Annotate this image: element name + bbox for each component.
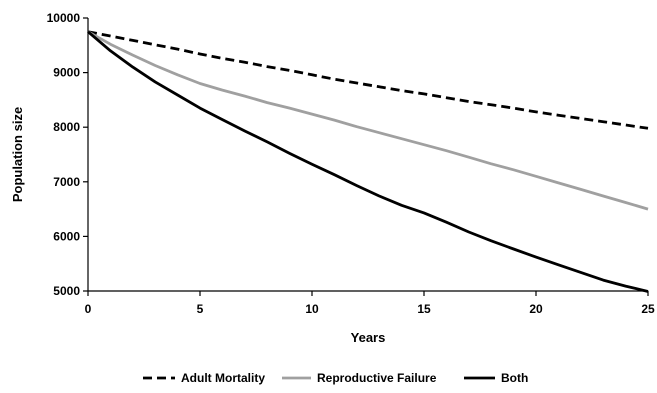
- y-tick-label: 5000: [53, 284, 80, 298]
- x-tick-label: 0: [85, 302, 92, 316]
- y-tick-label: 6000: [53, 229, 80, 243]
- x-axis-title: Years: [351, 330, 386, 345]
- series-line-adult-mortality: [87, 30, 649, 130]
- x-tick-label: 10: [305, 302, 319, 316]
- ticks: 5000 6000 7000 8000 9000 10000 0 5 10 15 20 25: [47, 11, 655, 316]
- legend-label-both: Both: [501, 371, 528, 385]
- x-tick-label: 5: [197, 302, 204, 316]
- y-tick-label: 8000: [53, 120, 80, 134]
- series-layer: [87, 30, 649, 293]
- y-tick-label: 7000: [53, 175, 80, 189]
- series-line-both: [87, 30, 649, 293]
- legend: Adult Mortality Reproductive Failure Both: [143, 371, 528, 385]
- legend-label-reproductive-failure: Reproductive Failure: [317, 371, 437, 385]
- y-tick-label: 9000: [53, 66, 80, 80]
- y-axis-title: Population size: [10, 107, 25, 202]
- y-tick-label: 10000: [47, 11, 81, 25]
- legend-label-adult-mortality: Adult Mortality: [181, 371, 265, 385]
- series-line-reproductive-failure: [87, 30, 649, 211]
- axes: [87, 18, 648, 292]
- x-tick-label: 20: [529, 302, 543, 316]
- x-tick-label: 25: [641, 302, 655, 316]
- x-tick-label: 15: [417, 302, 431, 316]
